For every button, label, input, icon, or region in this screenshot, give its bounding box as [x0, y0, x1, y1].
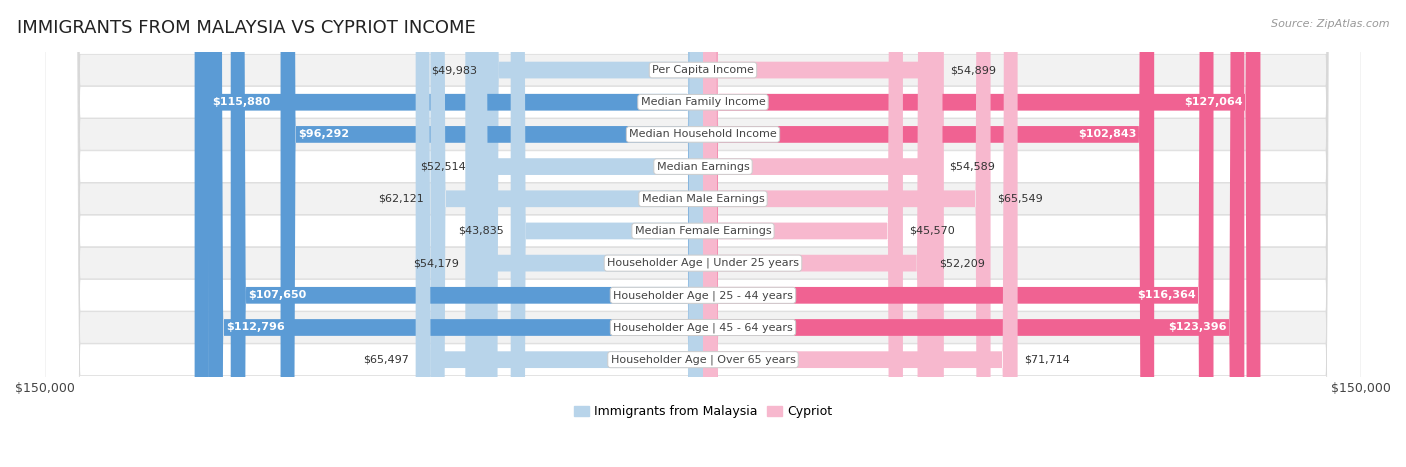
Text: $112,796: $112,796	[226, 323, 284, 333]
FancyBboxPatch shape	[45, 0, 1361, 467]
Text: $52,514: $52,514	[420, 162, 465, 171]
FancyBboxPatch shape	[45, 0, 1361, 467]
Text: $116,364: $116,364	[1137, 290, 1197, 300]
FancyBboxPatch shape	[45, 0, 1361, 467]
Text: Median Household Income: Median Household Income	[628, 129, 778, 140]
FancyBboxPatch shape	[484, 0, 703, 467]
Text: Median Female Earnings: Median Female Earnings	[634, 226, 772, 236]
Text: $96,292: $96,292	[298, 129, 349, 140]
FancyBboxPatch shape	[510, 0, 703, 467]
Text: IMMIGRANTS FROM MALAYSIA VS CYPRIOT INCOME: IMMIGRANTS FROM MALAYSIA VS CYPRIOT INCO…	[17, 19, 475, 37]
Text: $71,714: $71,714	[1024, 354, 1070, 365]
FancyBboxPatch shape	[703, 0, 942, 467]
FancyBboxPatch shape	[430, 0, 703, 467]
Text: $52,209: $52,209	[939, 258, 984, 268]
Text: $127,064: $127,064	[1184, 97, 1243, 107]
Text: $43,835: $43,835	[458, 226, 505, 236]
FancyBboxPatch shape	[703, 0, 932, 467]
Text: Householder Age | Over 65 years: Householder Age | Over 65 years	[610, 354, 796, 365]
FancyBboxPatch shape	[703, 0, 1154, 467]
Text: $65,549: $65,549	[997, 194, 1043, 204]
FancyBboxPatch shape	[703, 0, 1213, 467]
FancyBboxPatch shape	[45, 0, 1361, 467]
Text: $123,396: $123,396	[1168, 323, 1227, 333]
FancyBboxPatch shape	[45, 0, 1361, 467]
FancyBboxPatch shape	[231, 0, 703, 467]
Text: Median Family Income: Median Family Income	[641, 97, 765, 107]
FancyBboxPatch shape	[45, 0, 1361, 467]
FancyBboxPatch shape	[45, 0, 1361, 467]
Text: Householder Age | 25 - 44 years: Householder Age | 25 - 44 years	[613, 290, 793, 301]
Text: $45,570: $45,570	[910, 226, 955, 236]
FancyBboxPatch shape	[194, 0, 703, 467]
Text: $54,179: $54,179	[413, 258, 458, 268]
FancyBboxPatch shape	[416, 0, 703, 467]
FancyBboxPatch shape	[703, 0, 903, 467]
Text: $107,650: $107,650	[249, 290, 307, 300]
FancyBboxPatch shape	[472, 0, 703, 467]
FancyBboxPatch shape	[703, 0, 943, 467]
Text: $54,589: $54,589	[949, 162, 995, 171]
FancyBboxPatch shape	[208, 0, 703, 467]
FancyBboxPatch shape	[45, 0, 1361, 467]
Text: $115,880: $115,880	[212, 97, 270, 107]
FancyBboxPatch shape	[703, 0, 1018, 467]
Text: $102,843: $102,843	[1078, 129, 1136, 140]
FancyBboxPatch shape	[45, 0, 1361, 467]
Text: Source: ZipAtlas.com: Source: ZipAtlas.com	[1271, 19, 1389, 28]
Text: Per Capita Income: Per Capita Income	[652, 65, 754, 75]
FancyBboxPatch shape	[281, 0, 703, 467]
Legend: Immigrants from Malaysia, Cypriot: Immigrants from Malaysia, Cypriot	[568, 400, 838, 423]
FancyBboxPatch shape	[45, 0, 1361, 467]
Text: $49,983: $49,983	[432, 65, 477, 75]
Text: $62,121: $62,121	[378, 194, 423, 204]
FancyBboxPatch shape	[703, 0, 991, 467]
Text: Median Male Earnings: Median Male Earnings	[641, 194, 765, 204]
Text: $54,899: $54,899	[950, 65, 997, 75]
FancyBboxPatch shape	[703, 0, 1244, 467]
Text: $65,497: $65,497	[363, 354, 409, 365]
FancyBboxPatch shape	[703, 0, 1260, 467]
FancyBboxPatch shape	[465, 0, 703, 467]
Text: Householder Age | Under 25 years: Householder Age | Under 25 years	[607, 258, 799, 269]
Text: Median Earnings: Median Earnings	[657, 162, 749, 171]
Text: Householder Age | 45 - 64 years: Householder Age | 45 - 64 years	[613, 322, 793, 333]
